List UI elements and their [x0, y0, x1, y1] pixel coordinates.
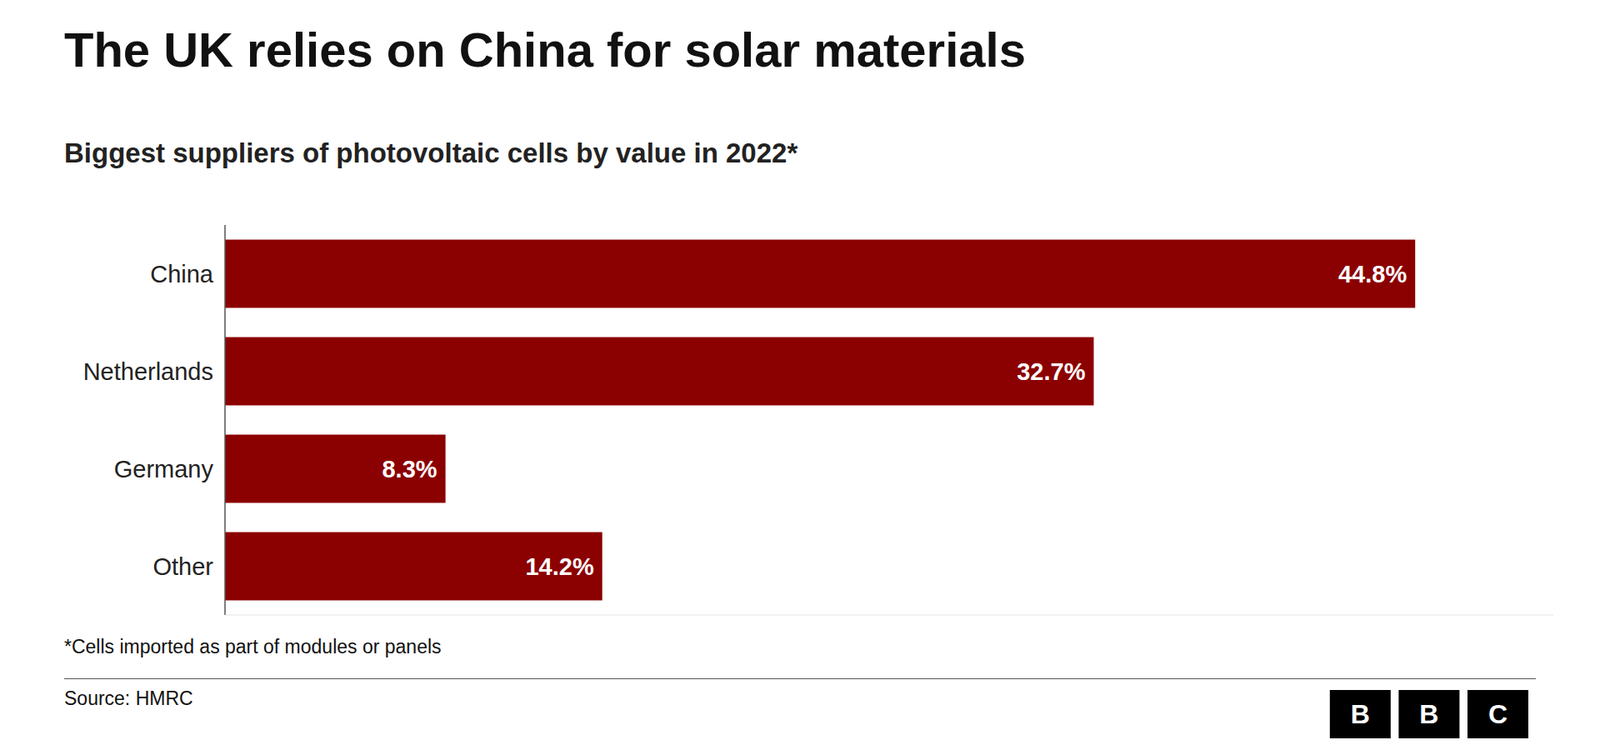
logo-letter: B [1350, 699, 1370, 730]
bar [225, 435, 446, 504]
bar [225, 532, 603, 601]
category-label: Germany [114, 455, 215, 483]
bar [225, 240, 1415, 309]
logo-box [1467, 690, 1529, 739]
category-label: China [150, 260, 215, 288]
data-label: 14.2% [525, 553, 594, 580]
separator [64, 678, 1536, 680]
subtitle: Biggest suppliers of photovoltaic cells … [64, 137, 798, 169]
bars [225, 240, 1415, 601]
title: The UK relies on China for solar materia… [64, 22, 1026, 77]
logo-box [1398, 690, 1460, 739]
logo-letter: C [1488, 699, 1508, 730]
bar [225, 337, 1094, 406]
chart: The UK relies on China for solar materia… [0, 0, 1600, 750]
y-axis-line [224, 225, 226, 615]
data-label: 8.3% [381, 455, 437, 483]
category-label: Netherlands [83, 358, 214, 385]
data-label: 44.8% [1338, 260, 1407, 288]
category-label: Other [152, 553, 214, 580]
data-label: 32.7% [1016, 358, 1085, 385]
logo-letter: B [1419, 699, 1439, 730]
footnote: *Cells imported as part of modules or pa… [64, 635, 442, 658]
source: Source: HMRC [64, 687, 194, 710]
x-axis-line [225, 615, 1554, 616]
logo-box [1330, 690, 1391, 739]
